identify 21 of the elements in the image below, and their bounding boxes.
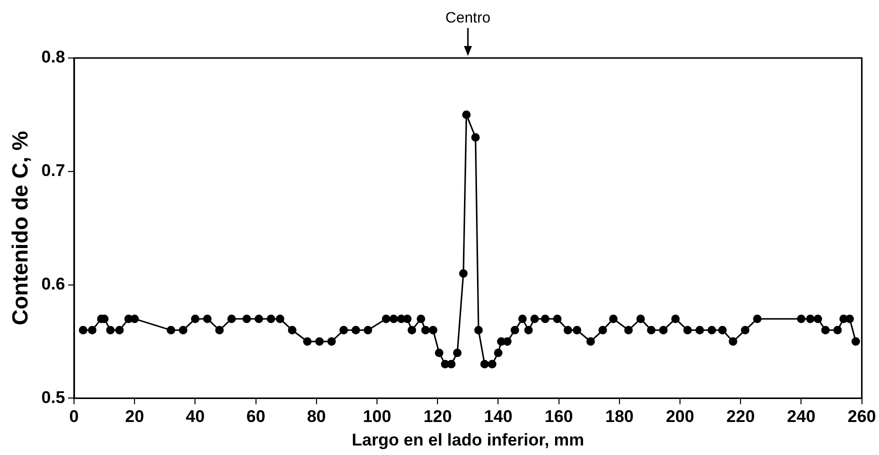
x-tick-label: 60 <box>246 407 266 426</box>
x-tick-label: 40 <box>186 407 205 426</box>
x-tick-label: 260 <box>848 407 876 426</box>
y-tick-label: 0.7 <box>41 161 66 180</box>
text: Centro <box>445 10 490 27</box>
x-tick-label: 20 <box>125 407 144 426</box>
x-tick-label: 100 <box>362 407 392 426</box>
x-tick-label: 0 <box>69 407 79 426</box>
y-axis-title: Contenido de C, % <box>7 130 32 326</box>
x-tick-label: 120 <box>423 407 452 426</box>
x-tick-label: 80 <box>306 407 326 426</box>
y-tick-label: 0.6 <box>41 274 66 294</box>
y-tick-label: 0.8 <box>41 48 66 67</box>
x-tick-label: 140 <box>484 407 512 426</box>
x-tick-label: 160 <box>544 407 574 426</box>
x-tick-label: 180 <box>605 407 634 426</box>
x-tick-label: 200 <box>666 407 694 426</box>
x-tick-label: 220 <box>726 407 755 426</box>
x-tick-label: 240 <box>787 407 816 426</box>
y-tick-label: 0.5 <box>41 388 66 407</box>
x-axis-title: Largo en el lado inferior, mm <box>352 430 584 450</box>
